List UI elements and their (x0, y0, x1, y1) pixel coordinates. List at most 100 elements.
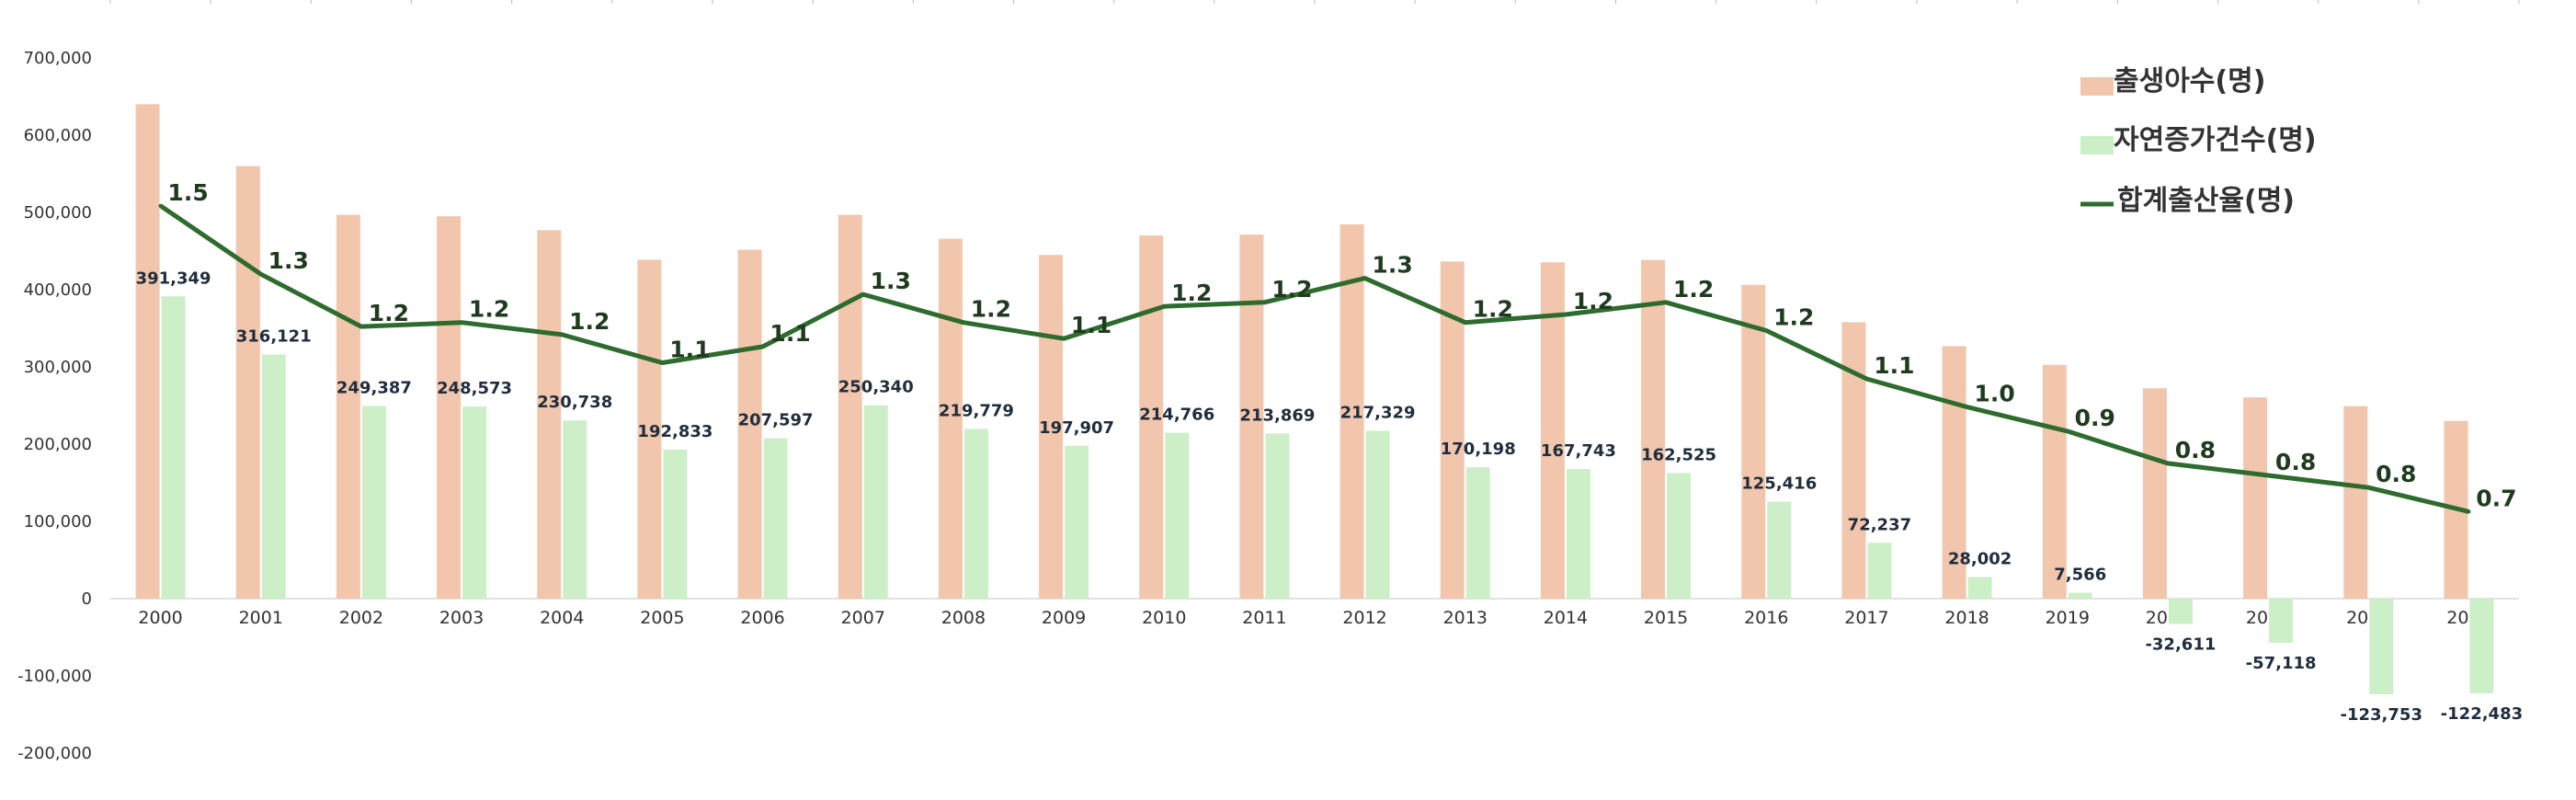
bar-births (637, 259, 662, 599)
tfr-label: 1.2 (469, 296, 509, 323)
bar-series (135, 104, 2494, 694)
line-data-labels: 1.5 1.3 1.2 1.2 1.2 1.1 1.1 1.3 1.2 1.1 1.2 1.2 1.3 1… (167, 179, 2516, 512)
tfr-point (1262, 300, 1267, 304)
natural-increase-label: 248,573 (437, 379, 512, 398)
x-tick-label: 2013 (1443, 608, 1487, 628)
tfr-label: 0.8 (2275, 449, 2316, 475)
tfr-point (560, 332, 564, 337)
natural-increase-label: 72,237 (1848, 515, 1911, 534)
tfr-point (660, 360, 665, 365)
x-tick-label: 2001 (239, 608, 283, 628)
tfr-label: 1.3 (871, 268, 911, 294)
x-tick-label: 2003 (439, 608, 484, 628)
tfr-point (861, 292, 865, 297)
bar-natural-increase (1065, 445, 1089, 599)
natural-increase-label: 7,566 (2054, 566, 2106, 585)
bar-natural-increase (1465, 467, 1490, 599)
tfr-point (961, 320, 965, 325)
bar-births (938, 238, 963, 599)
y-axis: -200,000 -100,000 0 100,000 200,000 300,000 40… (17, 49, 92, 763)
legend: 출생아수(명) 자연증가건수(명) 합계출산율(명) (2080, 65, 2317, 217)
bar-natural-increase (2068, 592, 2092, 599)
tfr-label: 0.8 (2376, 461, 2416, 487)
bar-births (1239, 234, 1264, 600)
x-tick-label: 2002 (339, 608, 383, 628)
bar-natural-increase (2168, 599, 2193, 624)
tfr-line (159, 203, 2469, 514)
tfr-label: 1.5 (167, 179, 208, 206)
x-tick-label: 2005 (640, 608, 684, 628)
x-tick-label: 2018 (1944, 608, 1989, 628)
bar-natural-increase (361, 406, 386, 599)
y-tick-label: 300,000 (24, 358, 92, 377)
tfr-label: 1.2 (1171, 280, 1212, 306)
tfr-point (2065, 429, 2069, 433)
tfr-point (2266, 474, 2271, 478)
natural-increase-label: 192,833 (637, 422, 712, 441)
natural-increase-label: -122,483 (2441, 704, 2523, 724)
tfr-point (2366, 486, 2371, 490)
natural-increase-label: 217,329 (1340, 403, 1416, 422)
tfr-label: 1.1 (769, 320, 810, 347)
x-tick-label: 2012 (1342, 608, 1386, 628)
tfr-point (1463, 320, 1467, 325)
natural-increase-label: 391,349 (136, 269, 211, 288)
tfr-point (2467, 509, 2471, 514)
bar-births (737, 249, 762, 599)
x-tick-label: 2019 (2046, 608, 2090, 628)
tfr-label: 0.7 (2476, 485, 2516, 511)
tfr-label: 1.1 (669, 336, 710, 362)
bar-births (235, 166, 260, 599)
tfr-label: 1.1 (1071, 312, 1111, 338)
tfr-point (1864, 377, 1869, 381)
legend-swatch-natural-increase (2080, 136, 2114, 154)
bar-natural-increase (1867, 543, 1892, 599)
tfr-point (1162, 304, 1167, 309)
bar-births (1841, 322, 1866, 599)
tfr-label: 1.1 (1874, 352, 1914, 379)
top-tick-marks (109, 0, 2520, 4)
natural-increase-label: 316,121 (236, 326, 312, 346)
tfr-point (359, 325, 363, 329)
y-tick-label: 200,000 (24, 435, 92, 454)
bar-natural-increase (2469, 599, 2494, 693)
legend-label-births: 출생아수(명) (2114, 65, 2265, 97)
natural-increase-label: -32,611 (2145, 634, 2216, 654)
bar-births (1139, 235, 1164, 599)
x-tick-label: 2017 (1844, 608, 1888, 628)
natural-increase-label: 162,525 (1641, 445, 1716, 464)
legend-label-natural-increase: 자연증가건수(명) (2114, 124, 2317, 156)
tfr-label: 1.2 (1673, 276, 1714, 303)
natural-increase-label: 125,416 (1741, 474, 1817, 494)
bar-natural-increase (261, 354, 286, 599)
y-tick-label: 600,000 (24, 126, 92, 145)
bar-natural-increase (1265, 433, 1290, 599)
y-tick-label: 400,000 (24, 280, 92, 300)
tfr-point (1062, 337, 1066, 341)
x-tick-label: 2010 (1142, 608, 1186, 628)
tfr-label: 1.2 (971, 296, 1011, 323)
bar-natural-increase (462, 406, 487, 599)
bar-natural-increase (2269, 599, 2294, 643)
bar-natural-increase (1165, 432, 1190, 599)
natural-increase-label: 250,340 (838, 378, 914, 397)
natural-increase-label: -123,753 (2341, 705, 2422, 725)
y-tick-label: 100,000 (24, 512, 92, 531)
tfr-label: 1.2 (1271, 276, 1312, 303)
legend-label-tfr: 합계출산율(명) (2117, 185, 2295, 217)
bar-natural-increase (1967, 577, 1992, 599)
bar-births (537, 230, 562, 599)
bar-births (2343, 406, 2368, 599)
bar-births (135, 104, 160, 599)
bar-births (1641, 259, 1666, 599)
bar-natural-increase (863, 405, 888, 599)
tfr-point (760, 344, 765, 349)
bar-births (1942, 346, 1966, 599)
x-tick-label: 2008 (941, 608, 986, 628)
x-tick-label: 2006 (740, 608, 784, 628)
bar-natural-increase (963, 429, 988, 599)
tfr-label: 1.2 (369, 300, 409, 326)
bar-births (2042, 364, 2067, 599)
